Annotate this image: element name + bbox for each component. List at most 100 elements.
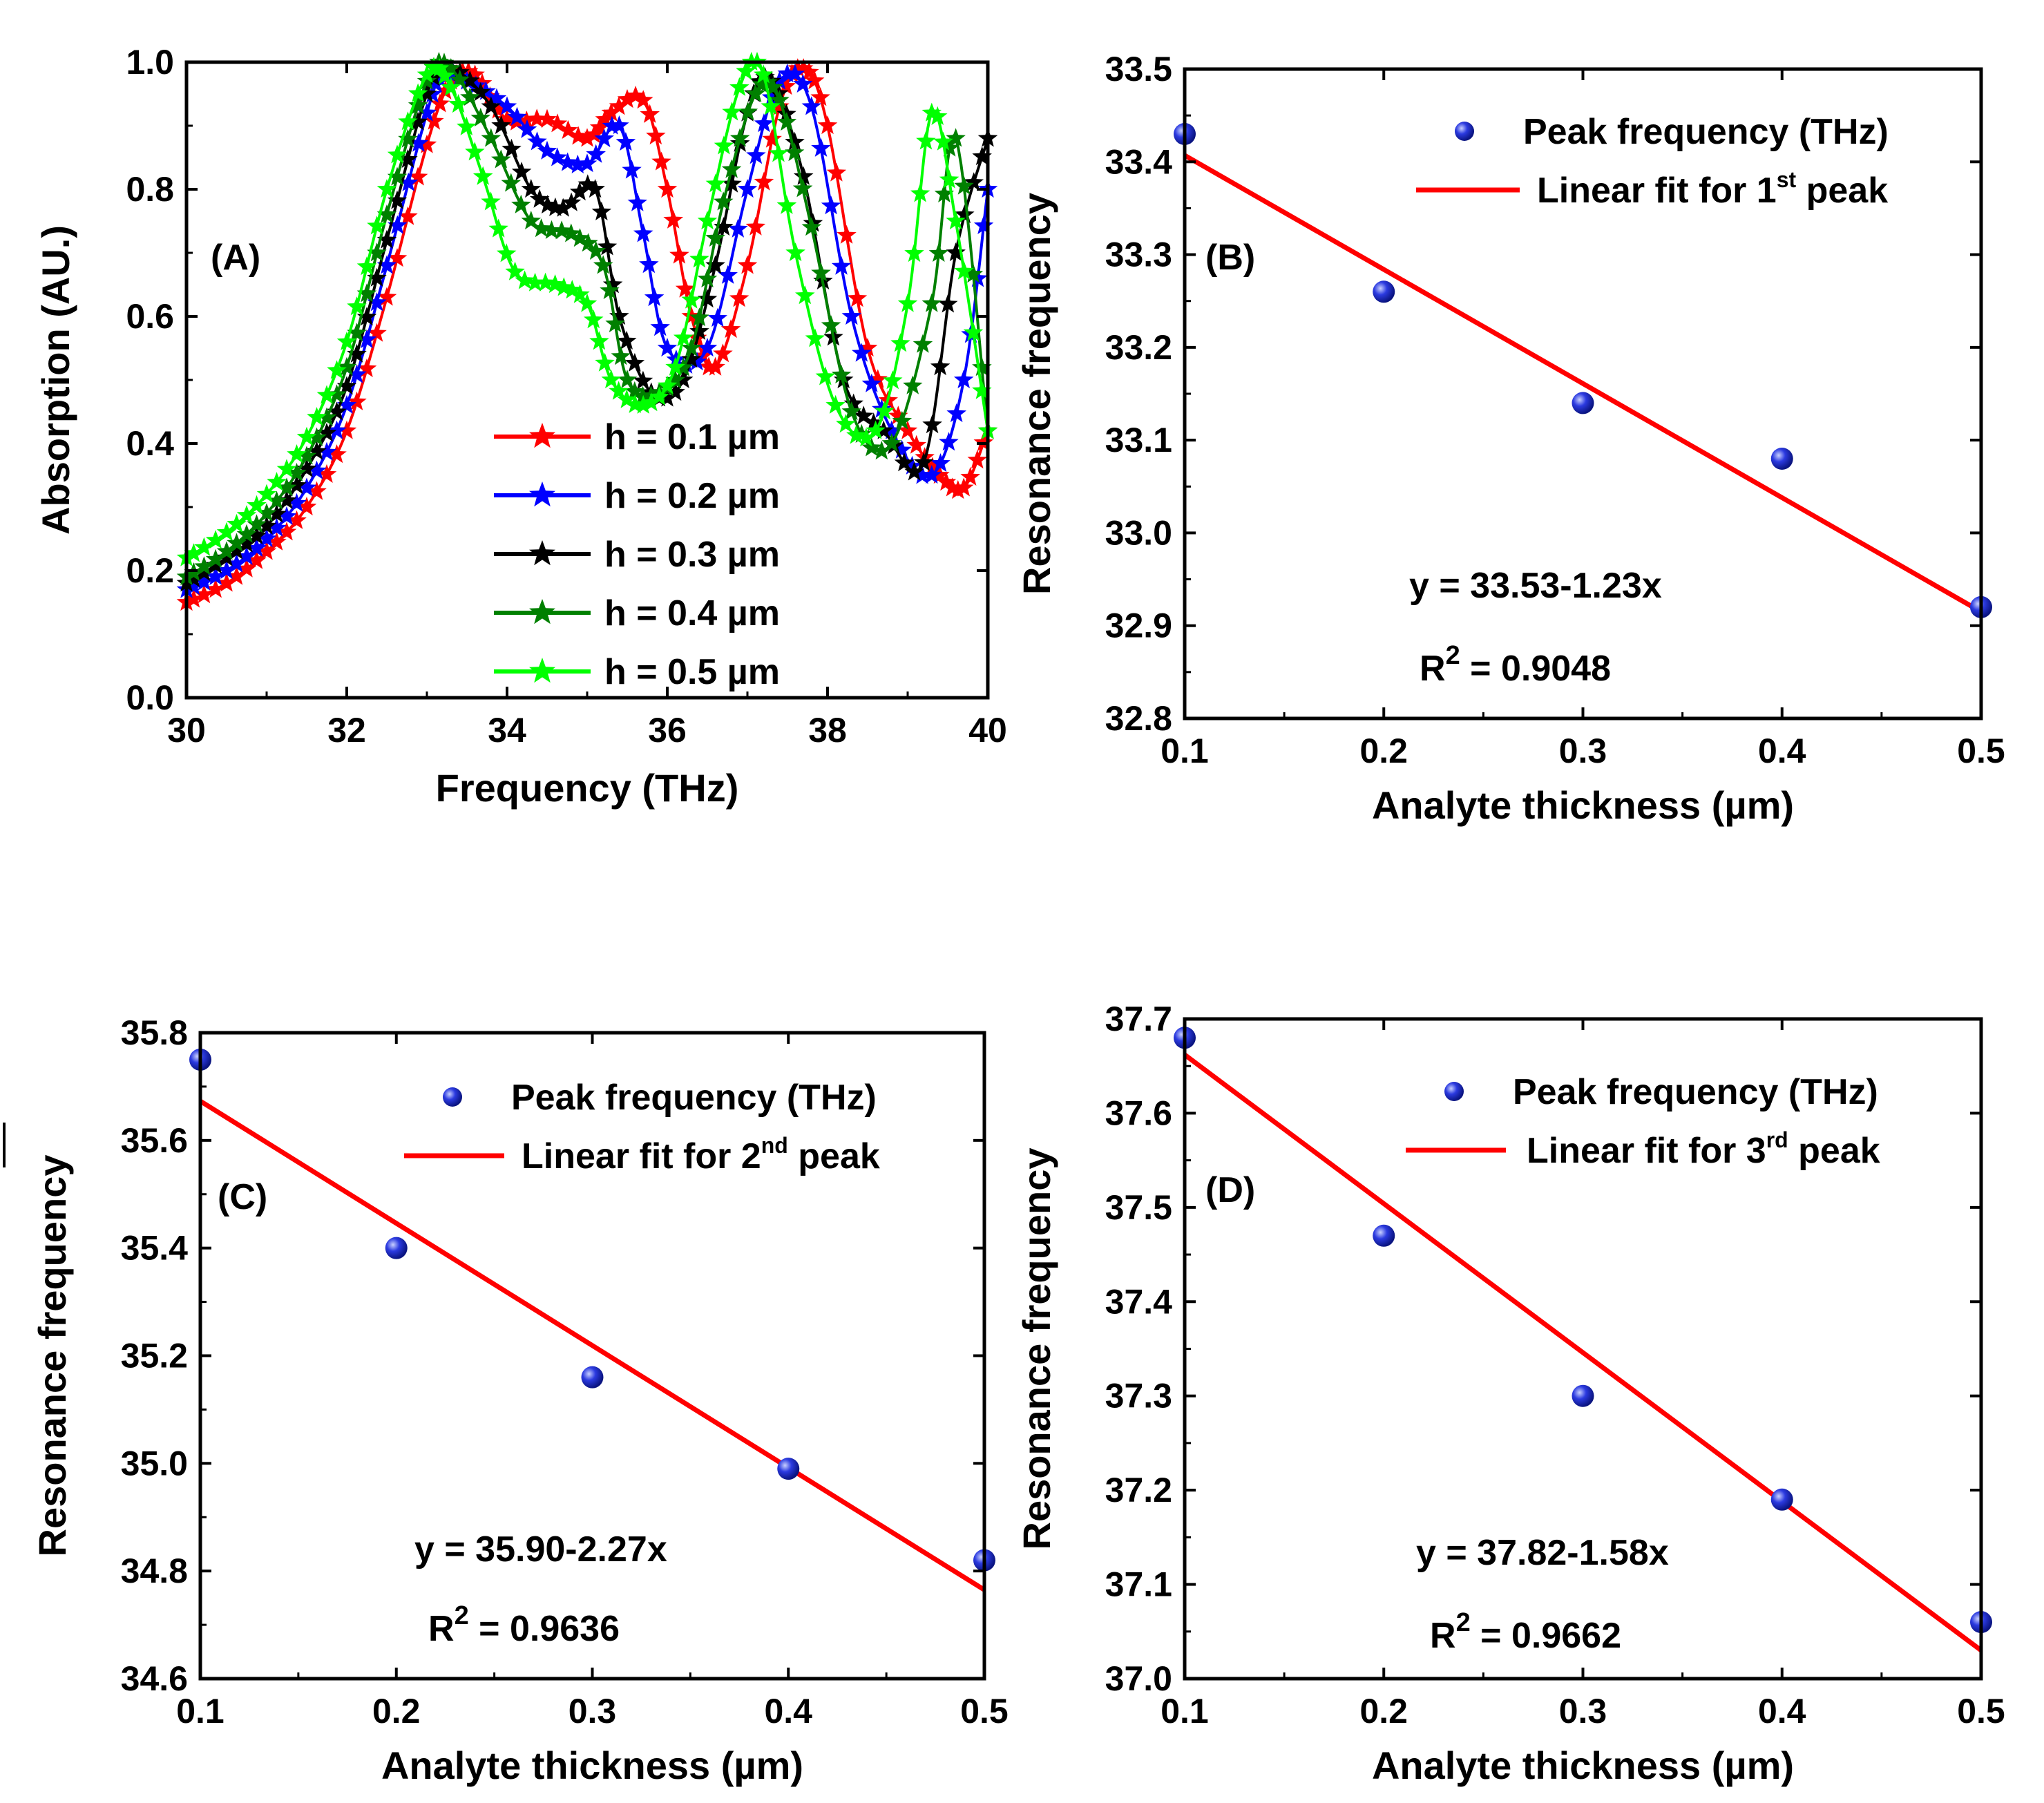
star-marker	[960, 466, 980, 486]
star-marker	[922, 457, 943, 476]
star-marker	[458, 61, 479, 80]
star-marker	[336, 331, 357, 350]
star-marker	[267, 472, 287, 491]
star-marker	[256, 541, 277, 560]
star-marker	[821, 195, 841, 215]
star-marker	[356, 307, 377, 326]
star-marker	[584, 124, 604, 144]
star-marker	[921, 102, 942, 122]
star-marker	[770, 90, 790, 109]
star-marker	[194, 571, 214, 591]
star-marker	[804, 70, 825, 90]
x-tick-label: 0.5	[1957, 1692, 2005, 1730]
y-tick-label: 37.4	[1105, 1282, 1173, 1321]
star-marker	[578, 233, 598, 252]
star-marker	[777, 64, 797, 83]
star-marker	[547, 113, 568, 133]
legend-star-h02	[529, 481, 555, 507]
star-marker	[754, 171, 774, 191]
star-marker	[939, 169, 959, 189]
star-marker	[408, 133, 429, 152]
star-marker	[316, 441, 337, 461]
star-marker	[376, 229, 397, 249]
star-marker	[625, 394, 645, 413]
star-marker	[752, 74, 772, 93]
star-marker	[681, 349, 702, 368]
star-marker	[785, 64, 805, 83]
x-tick-label: 0.2	[1359, 732, 1408, 770]
series-line-h02	[186, 71, 989, 591]
y-tick-label: 35.8	[121, 1013, 188, 1052]
star-marker	[617, 370, 638, 389]
y-tick-label: 37.6	[1105, 1094, 1172, 1132]
star-marker	[811, 137, 831, 157]
star-marker	[417, 70, 437, 90]
y-tick-label: 33.4	[1105, 142, 1173, 181]
star-marker	[811, 263, 831, 282]
star-marker	[336, 376, 357, 395]
star-marker	[441, 77, 461, 96]
star-marker	[972, 380, 992, 399]
star-marker	[424, 111, 444, 130]
star-marker	[408, 111, 428, 131]
star-marker	[714, 217, 734, 236]
star-marker	[594, 128, 614, 148]
star-marker	[817, 115, 838, 135]
star-marker	[616, 330, 637, 350]
data-point	[1572, 392, 1594, 414]
star-marker	[505, 261, 525, 280]
star-marker	[448, 94, 468, 113]
star-marker	[847, 288, 868, 307]
star-marker	[762, 128, 782, 148]
star-marker	[470, 82, 490, 102]
star-marker	[569, 182, 590, 201]
star-marker	[227, 566, 247, 585]
star-marker	[722, 173, 742, 193]
y-tick-label: 1.0	[126, 43, 174, 82]
star-marker	[837, 225, 857, 244]
star-marker	[784, 142, 805, 162]
star-marker	[861, 437, 882, 457]
linear-fit-line	[1183, 1053, 1983, 1652]
star-marker	[866, 420, 886, 439]
star-marker	[194, 584, 214, 604]
star-marker	[570, 284, 590, 303]
star-marker	[836, 414, 856, 433]
star-marker	[316, 407, 337, 426]
star-marker	[697, 269, 718, 288]
star-marker	[897, 420, 918, 439]
star-marker	[296, 426, 317, 446]
star-marker	[491, 115, 511, 135]
star-marker	[689, 307, 709, 327]
star-marker	[287, 493, 307, 512]
star-marker	[307, 427, 327, 446]
star-marker	[537, 140, 557, 160]
star-marker	[434, 66, 455, 85]
star-marker	[605, 313, 625, 333]
star-marker	[861, 373, 882, 392]
x-tick-label: 0.1	[176, 1692, 225, 1730]
star-marker	[470, 108, 490, 127]
star-marker	[881, 420, 902, 439]
star-marker	[776, 112, 797, 131]
star-marker	[336, 394, 357, 414]
legend-fit-label: Linear fit for 1st peak	[1537, 167, 1888, 211]
star-marker	[256, 528, 277, 548]
star-marker	[873, 420, 894, 439]
x-axis-title: Analyte thickness (µm)	[1372, 783, 1794, 827]
r-squared: R2 = 0.9048	[1420, 641, 1611, 689]
star-marker	[657, 179, 678, 198]
star-marker	[296, 446, 317, 465]
star-marker	[276, 459, 297, 478]
star-marker	[502, 138, 522, 158]
star-marker	[763, 77, 783, 96]
star-marker	[387, 248, 408, 267]
star-marker	[793, 58, 814, 77]
star-marker	[615, 132, 636, 151]
star-marker	[497, 108, 517, 128]
star-marker	[276, 522, 297, 541]
x-tick-label: 0.3	[1559, 732, 1607, 770]
panel-b-first-peak-chart: (B) 0.1 0.2 0.3 0.4 0.5 32.8 32.9 33.0 33.1 33.2 3…	[1015, 50, 2005, 827]
r-squared: R2 = 0.9636	[428, 1601, 620, 1649]
star-marker	[921, 465, 942, 484]
